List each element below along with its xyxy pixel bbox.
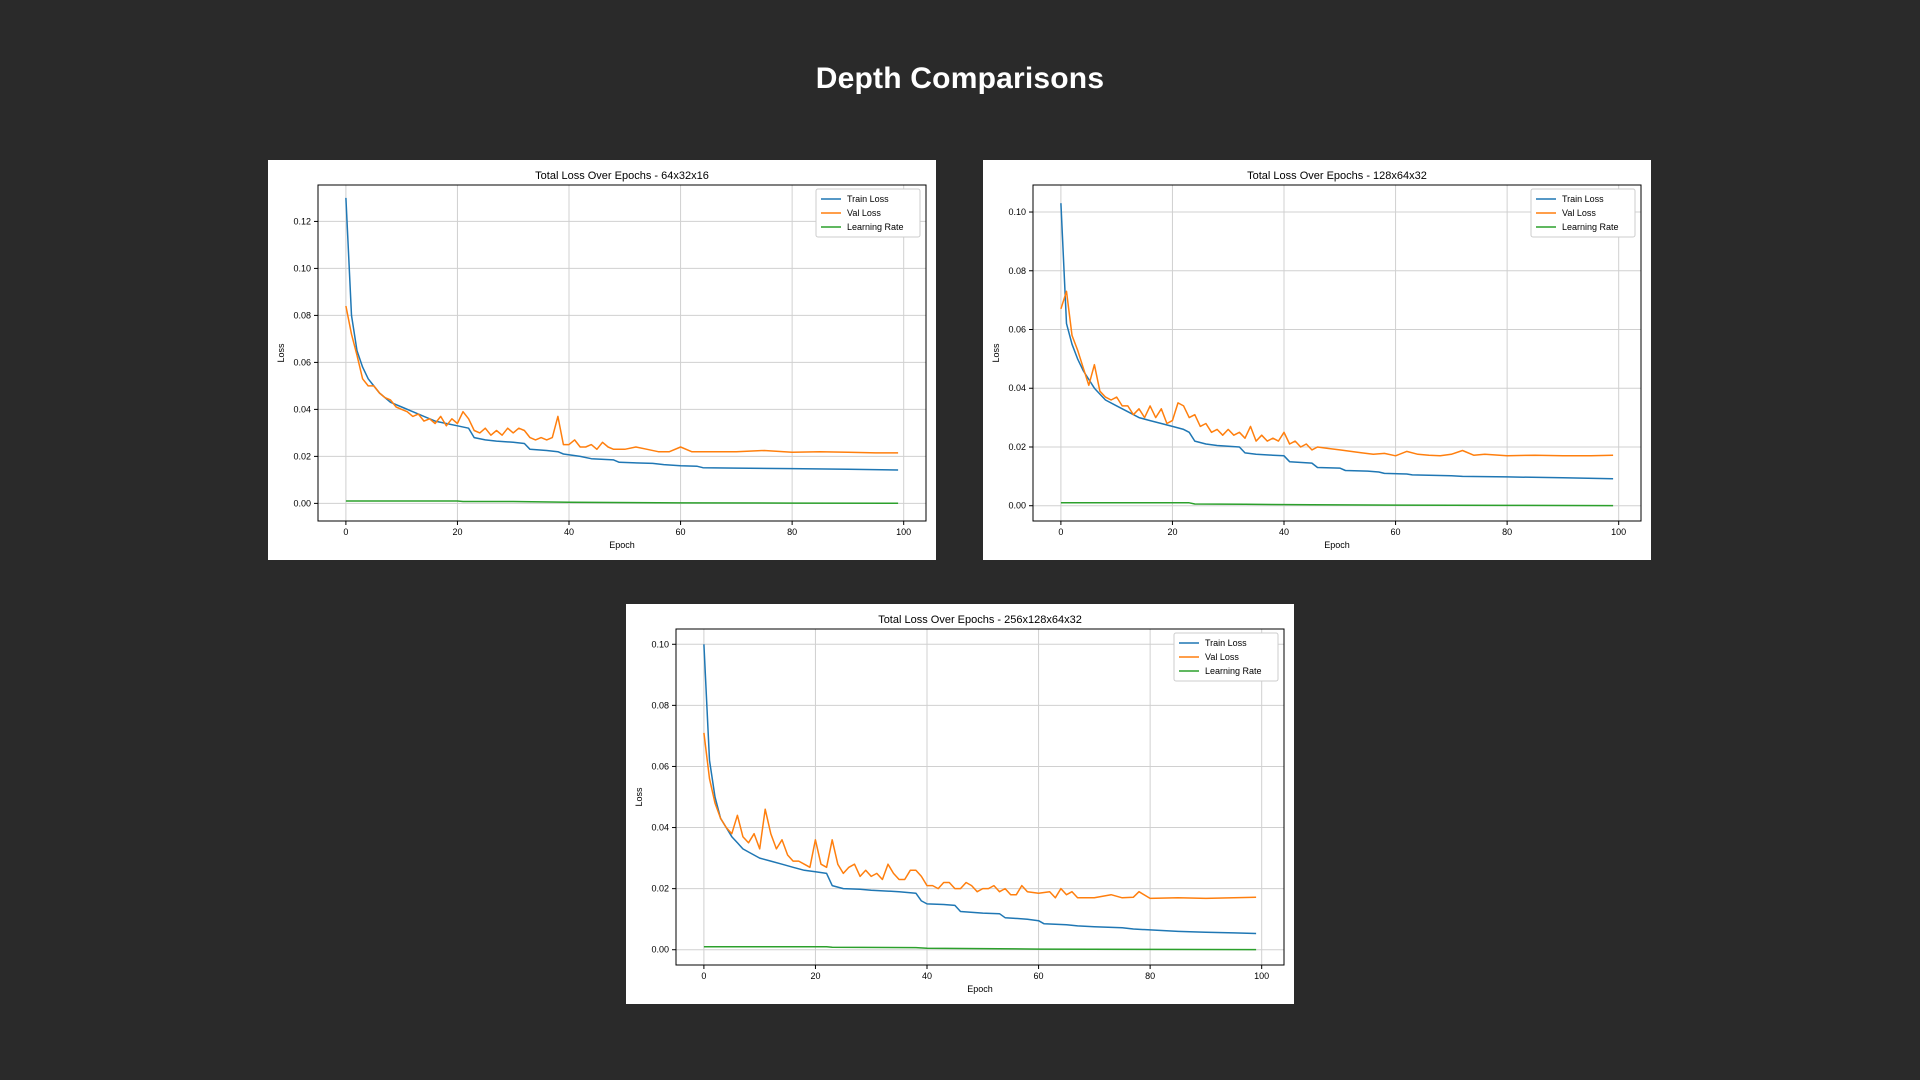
y-tick-label: 0.00 [293, 498, 311, 508]
x-tick-label: 20 [1167, 527, 1177, 537]
y-tick-label: 0.04 [293, 404, 311, 414]
x-tick-label: 100 [896, 527, 911, 537]
y-tick-label: 0.06 [651, 761, 669, 771]
chart-64x32x16: Total Loss Over Epochs - 64x32x16 0 20 40 60… [276, 170, 927, 550]
chart-256x128x64x32: Total Loss Over Epochs - 256x128x64x32 0 2… [634, 614, 1285, 994]
chart-title: Total Loss Over Epochs - 64x32x16 [535, 170, 709, 182]
legend-box [815, 188, 921, 238]
train-loss-line [1060, 203, 1614, 480]
legend-box [1173, 632, 1279, 682]
plot-frame [1032, 184, 1642, 522]
y-tick-label: 0.08 [1008, 266, 1026, 276]
plot-frame [675, 628, 1285, 966]
x-tick-label: 40 [1279, 527, 1289, 537]
legend-label-train-loss: Train Loss [1205, 638, 1247, 648]
y-tick-label: 0.10 [651, 639, 669, 649]
y-tick-label: 0.12 [293, 216, 311, 226]
chart-title: Total Loss Over Epochs - 128x64x32 [1247, 170, 1427, 182]
chart-128x64x32: Total Loss Over Epochs - 128x64x32 0 20 40 6… [991, 170, 1642, 550]
y-axis-label: Loss [276, 343, 286, 363]
x-tick-label: 60 [1034, 971, 1044, 981]
chart-panel-64x32x16: Total Loss Over Epochs - 64x32x16 0 20 40 60… [268, 160, 936, 560]
y-tick-label: 0.02 [293, 451, 311, 461]
train-loss-line [703, 644, 1257, 935]
x-tick-label: 0 [1058, 527, 1063, 537]
learning-rate-line [345, 500, 899, 505]
x-tick-label: 100 [1611, 527, 1626, 537]
legend-label-learning-rate: Learning Rate [1205, 666, 1262, 676]
x-axis-label: Epoch [609, 540, 635, 550]
legend: Train Loss Val Loss Learning Rate [815, 188, 921, 238]
y-tick-label: 0.08 [293, 310, 311, 320]
legend-label-learning-rate: Learning Rate [1562, 222, 1619, 232]
val-loss-line [703, 732, 1257, 900]
chart-title: Total Loss Over Epochs - 256x128x64x32 [878, 614, 1082, 626]
x-tick-label: 0 [343, 527, 348, 537]
x-tick-label: 40 [922, 971, 932, 981]
y-tick-label: 0.08 [651, 700, 669, 710]
y-tick-label: 0.02 [651, 884, 669, 894]
chart-panel-256x128x64x32: Total Loss Over Epochs - 256x128x64x32 0 2… [626, 604, 1294, 1004]
val-loss-line [345, 305, 899, 454]
y-tick-label: 0.04 [651, 823, 669, 833]
page-title: Depth Comparisons [815, 62, 1105, 95]
plot-frame [317, 184, 927, 522]
x-tick-label: 40 [564, 527, 574, 537]
y-tick-label: 0.06 [1008, 325, 1026, 335]
x-tick-label: 20 [452, 527, 462, 537]
x-axis-label: Epoch [1324, 540, 1350, 550]
legend-box [1530, 188, 1636, 238]
x-tick-label: 80 [787, 527, 797, 537]
y-tick-label: 0.00 [651, 945, 669, 955]
legend-label-val-loss: Val Loss [1562, 208, 1596, 218]
legend-label-val-loss: Val Loss [1205, 652, 1239, 662]
x-tick-label: 80 [1145, 971, 1155, 981]
legend-label-train-loss: Train Loss [847, 194, 889, 204]
learning-rate-line [1060, 502, 1614, 507]
x-axis-label: Epoch [967, 984, 993, 994]
x-tick-label: 60 [676, 527, 686, 537]
x-tick-label: 60 [1391, 527, 1401, 537]
x-tick-label: 80 [1502, 527, 1512, 537]
y-tick-label: 0.06 [293, 357, 311, 367]
chart-panel-128x64x32: Total Loss Over Epochs - 128x64x32 0 20 40 6… [983, 160, 1651, 560]
y-axis-label: Loss [634, 787, 644, 807]
legend-label-learning-rate: Learning Rate [847, 222, 904, 232]
x-tick-label: 100 [1254, 971, 1269, 981]
y-tick-label: 0.00 [1008, 501, 1026, 511]
legend: Train Loss Val Loss Learning Rate [1173, 632, 1279, 682]
y-tick-label: 0.10 [293, 263, 311, 273]
legend: Train Loss Val Loss Learning Rate [1530, 188, 1636, 238]
val-loss-line [1060, 290, 1614, 457]
legend-label-val-loss: Val Loss [847, 208, 881, 218]
y-tick-label: 0.04 [1008, 383, 1026, 393]
x-tick-label: 20 [810, 971, 820, 981]
x-tick-label: 0 [701, 971, 706, 981]
train-loss-line [345, 197, 899, 471]
y-axis-label: Loss [991, 343, 1001, 363]
y-tick-label: 0.02 [1008, 442, 1026, 452]
legend-label-train-loss: Train Loss [1562, 194, 1604, 204]
learning-rate-line [703, 945, 1257, 951]
y-tick-label: 0.10 [1008, 207, 1026, 217]
